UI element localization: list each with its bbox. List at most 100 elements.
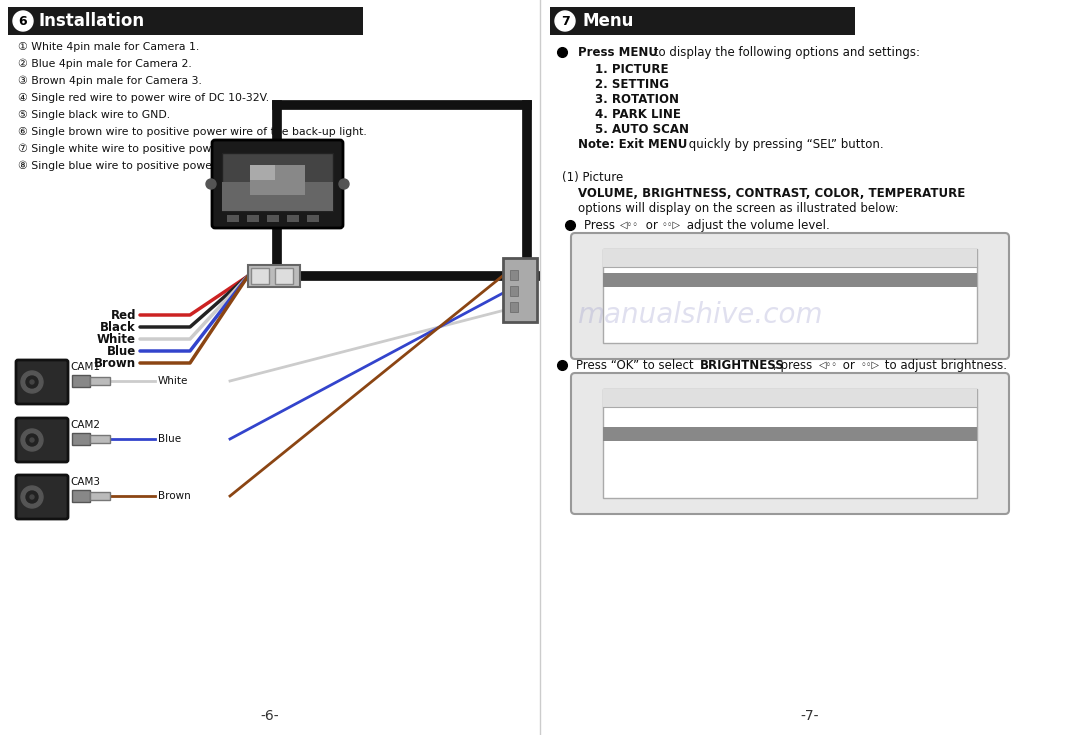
Text: ◦◦▷: ◦◦▷ bbox=[662, 220, 681, 230]
Text: 1. PICTURE: 1. PICTURE bbox=[595, 62, 669, 76]
Text: Press “OK” to select: Press “OK” to select bbox=[576, 359, 698, 371]
Text: 2. SETTING: 2. SETTING bbox=[595, 77, 669, 90]
Text: quickly by pressing “SEL” button.: quickly by pressing “SEL” button. bbox=[685, 137, 883, 151]
Bar bbox=[307, 215, 319, 222]
Text: White: White bbox=[158, 376, 188, 386]
Text: 50: 50 bbox=[947, 457, 959, 467]
Bar bbox=[251, 268, 269, 284]
Bar bbox=[287, 215, 299, 222]
Bar bbox=[222, 153, 333, 211]
Circle shape bbox=[30, 495, 33, 499]
Circle shape bbox=[21, 486, 43, 508]
Text: Brown: Brown bbox=[94, 356, 136, 370]
Text: 4. PARK LINE: 4. PARK LINE bbox=[595, 107, 680, 121]
Text: 50: 50 bbox=[947, 289, 959, 299]
Text: , press: , press bbox=[773, 359, 816, 371]
Text: 5. AUTO SCAN: 5. AUTO SCAN bbox=[595, 123, 689, 135]
FancyBboxPatch shape bbox=[212, 140, 343, 228]
Text: WARM: WARM bbox=[947, 331, 971, 341]
Text: BRIGHTNESS: BRIGHTNESS bbox=[611, 429, 670, 439]
Text: ⑤ Single black wire to GND.: ⑤ Single black wire to GND. bbox=[18, 110, 171, 120]
Circle shape bbox=[13, 11, 33, 31]
FancyBboxPatch shape bbox=[16, 475, 68, 519]
Text: 50: 50 bbox=[947, 443, 959, 453]
Bar bbox=[275, 268, 293, 284]
Text: Brown: Brown bbox=[158, 491, 191, 501]
Bar bbox=[603, 249, 977, 343]
Circle shape bbox=[555, 11, 575, 31]
FancyBboxPatch shape bbox=[16, 360, 68, 404]
Text: ⑥ Single brown wire to positive power wire of the back-up light.: ⑥ Single brown wire to positive power wi… bbox=[18, 127, 367, 137]
Circle shape bbox=[21, 371, 43, 393]
FancyBboxPatch shape bbox=[16, 418, 68, 462]
Text: ⑧ Single blue wire to positive power wire of right light.: ⑧ Single blue wire to positive power wir… bbox=[18, 161, 318, 171]
Text: CONTRAST: CONTRAST bbox=[611, 303, 658, 313]
Bar bbox=[603, 273, 977, 287]
Text: ① White 4pin male for Camera 1.: ① White 4pin male for Camera 1. bbox=[18, 42, 199, 52]
Text: 7: 7 bbox=[561, 15, 569, 27]
Circle shape bbox=[21, 429, 43, 451]
Bar bbox=[267, 215, 279, 222]
Text: -7-: -7- bbox=[800, 709, 820, 723]
Text: BRIGHTNESS: BRIGHTNESS bbox=[611, 289, 670, 299]
Bar bbox=[510, 302, 518, 312]
Bar bbox=[510, 286, 518, 296]
Text: or: or bbox=[839, 359, 859, 371]
Text: Press MENU: Press MENU bbox=[578, 46, 658, 59]
Bar bbox=[72, 490, 90, 502]
Text: COLOR: COLOR bbox=[611, 317, 640, 327]
Text: ||||||||||||||||||||- - - - - - - - - -: ||||||||||||||||||||- - - - - - - - - - bbox=[611, 479, 806, 489]
Bar bbox=[8, 7, 363, 35]
Text: COLOR: COLOR bbox=[611, 457, 640, 467]
Circle shape bbox=[30, 438, 33, 442]
Text: WARM: WARM bbox=[947, 471, 971, 481]
Text: Menu: Menu bbox=[582, 12, 633, 30]
Bar bbox=[603, 249, 977, 267]
Circle shape bbox=[26, 376, 38, 388]
Text: -6-: -6- bbox=[260, 709, 280, 723]
Text: to adjust brightness.: to adjust brightness. bbox=[881, 359, 1007, 371]
Bar bbox=[510, 270, 518, 280]
Text: Note: Exit MENU: Note: Exit MENU bbox=[578, 137, 687, 151]
Text: ⑦ Single white wire to positive power wire of left light.: ⑦ Single white wire to positive power wi… bbox=[18, 144, 315, 154]
Text: 50: 50 bbox=[947, 429, 959, 439]
Text: 50: 50 bbox=[947, 317, 959, 327]
FancyBboxPatch shape bbox=[503, 258, 537, 322]
Text: BRIGHTNESS: BRIGHTNESS bbox=[700, 359, 785, 371]
Text: VOLUME: VOLUME bbox=[611, 415, 646, 425]
Text: Installation: Installation bbox=[38, 12, 144, 30]
Text: adjust the volume level.: adjust the volume level. bbox=[683, 218, 829, 232]
Text: VOLUME, BRIGHTNESS, CONTRAST, COLOR, TEMPERATURE: VOLUME, BRIGHTNESS, CONTRAST, COLOR, TEM… bbox=[578, 187, 966, 199]
Text: (1) Picture: (1) Picture bbox=[562, 171, 623, 184]
Text: 50: 50 bbox=[947, 303, 959, 313]
Bar bbox=[248, 265, 300, 287]
Text: VOLUME: VOLUME bbox=[611, 275, 646, 285]
Text: ◁◦◦: ◁◦◦ bbox=[819, 360, 838, 370]
Text: manualshive.com: manualshive.com bbox=[577, 301, 823, 329]
Circle shape bbox=[26, 491, 38, 503]
Text: ||||||||||||||||||||- - - - - - - - - -: ||||||||||||||||||||- - - - - - - - - - bbox=[611, 324, 806, 334]
Text: CAM2: CAM2 bbox=[70, 420, 100, 430]
Text: ② Blue 4pin male for Camera 2.: ② Blue 4pin male for Camera 2. bbox=[18, 59, 192, 69]
FancyBboxPatch shape bbox=[571, 233, 1009, 359]
Bar bbox=[249, 165, 305, 195]
Bar bbox=[90, 377, 110, 385]
Text: Black: Black bbox=[100, 320, 136, 334]
Text: ◦◦▷: ◦◦▷ bbox=[861, 360, 880, 370]
Text: Press: Press bbox=[584, 218, 619, 232]
Circle shape bbox=[206, 179, 216, 189]
Text: Blue: Blue bbox=[158, 434, 181, 444]
Text: Blue: Blue bbox=[107, 345, 136, 357]
Text: to display the following options and settings:: to display the following options and set… bbox=[650, 46, 920, 59]
Text: PICTURE: PICTURE bbox=[611, 393, 654, 403]
Text: options will display on the screen as illustrated below:: options will display on the screen as il… bbox=[578, 201, 899, 215]
FancyBboxPatch shape bbox=[571, 373, 1009, 514]
Text: or: or bbox=[642, 218, 662, 232]
Text: 6: 6 bbox=[18, 15, 27, 27]
Bar bbox=[249, 165, 275, 180]
Text: ④ Single red wire to power wire of DC 10-32V.: ④ Single red wire to power wire of DC 10… bbox=[18, 93, 269, 103]
Text: 50: 50 bbox=[947, 415, 959, 425]
Text: CONTRAST: CONTRAST bbox=[611, 443, 658, 453]
Bar bbox=[72, 375, 90, 387]
Text: ③ Brown 4pin male for Camera 3.: ③ Brown 4pin male for Camera 3. bbox=[18, 76, 202, 86]
